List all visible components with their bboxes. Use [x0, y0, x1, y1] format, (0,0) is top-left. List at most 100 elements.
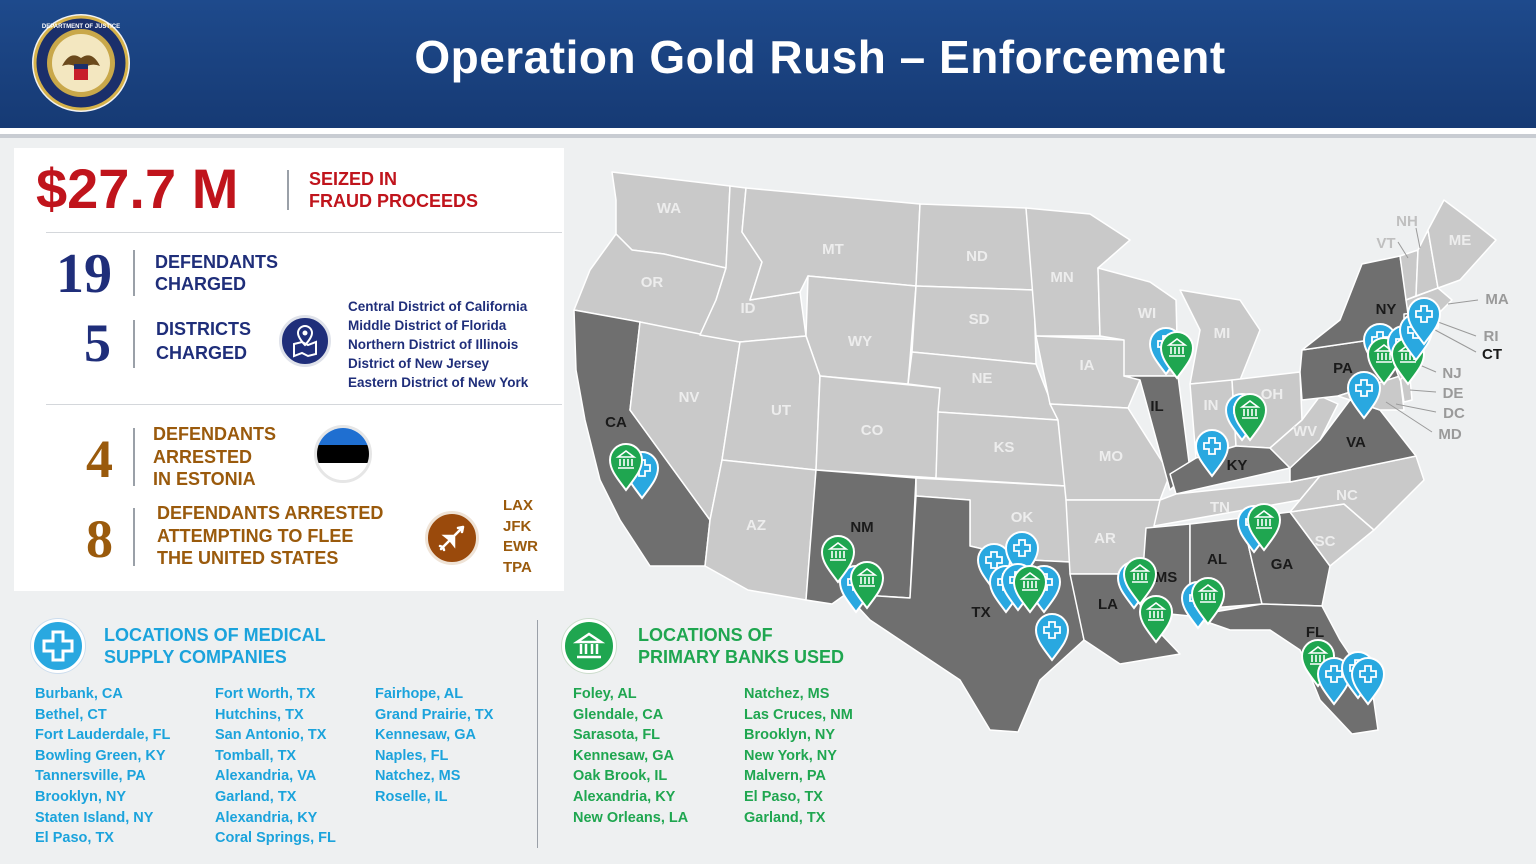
districts-charged-label: DISTRICTS CHARGED [156, 319, 252, 363]
state-label: AZ [746, 517, 766, 534]
state-label: KS [994, 439, 1015, 456]
list-item: El Paso, TX [35, 830, 114, 847]
state-label: NC [1336, 487, 1358, 504]
airplane-icon [425, 511, 479, 565]
state-label: AR [1094, 530, 1116, 547]
airport-code: LAX [503, 497, 533, 514]
state-label: SD [969, 311, 990, 328]
state-label: WI [1138, 305, 1156, 322]
state-label: MS [1155, 569, 1178, 586]
flee-label: DEFENDANTS ARRESTED ATTEMPTING TO FLEE T… [157, 503, 384, 568]
list-item: New Orleans, LA [573, 809, 689, 826]
list-item: Malvern, PA [744, 768, 826, 785]
state-label: NV [679, 389, 700, 406]
state-label: DC [1443, 405, 1465, 422]
state-label: TN [1210, 499, 1230, 516]
state-label: FL [1306, 624, 1324, 641]
list-item: Tannersville, PA [35, 768, 146, 785]
state-label: CO [861, 422, 884, 439]
divider [133, 320, 135, 368]
header-divider [0, 128, 1536, 134]
airport-list: LAX JFK EWR TPA [503, 496, 538, 578]
list-item: Alexandria, VA [215, 768, 317, 785]
state-label: IA [1080, 357, 1095, 374]
list-item: Burbank, CA [35, 686, 123, 702]
list-item: Hutchins, TX [215, 706, 304, 723]
list-item: El Paso, TX [744, 788, 823, 805]
state-label: UT [771, 402, 791, 419]
district-item: Middle District of Florida [348, 318, 507, 333]
list-item: Bethel, CT [35, 706, 107, 723]
doj-seal-logo: DEPARTMENT OF JUSTICE [32, 14, 130, 112]
list-item: Bowling Green, KY [35, 747, 166, 764]
list-item: Natchez, MS [744, 686, 830, 702]
state-wy [805, 275, 917, 385]
list-item: Fort Worth, TX [215, 686, 316, 702]
banks-list-col2: Natchez, MS Las Cruces, NM Brooklyn, NY … [744, 684, 853, 828]
state-label: NY [1376, 301, 1397, 318]
state-wv [1269, 395, 1339, 469]
state-label: OK [1011, 509, 1034, 526]
state-label: SC [1315, 533, 1336, 550]
banks-list-col1: Foley, AL Glendale, CA Sarasota, FL Kenn… [573, 684, 688, 828]
state-label: ID [741, 300, 756, 317]
seized-amount: $27.7 M [36, 157, 239, 220]
header-divider-shadow [0, 134, 1536, 138]
divider [133, 508, 135, 566]
banks-heading: LOCATIONS OF PRIMARY BANKS USED [638, 625, 845, 667]
state-ia [1035, 335, 1141, 409]
state-label: RI [1484, 328, 1499, 345]
list-item: Kennesaw, GA [573, 747, 674, 764]
medical-list-col1: Burbank, CA Bethel, CT Fort Lauderdale, … [35, 684, 170, 849]
district-item: Eastern District of New York [348, 375, 529, 390]
state-label: NH [1396, 213, 1418, 230]
state-label: IN [1204, 397, 1219, 414]
state-label: IL [1150, 398, 1163, 415]
defendants-charged-label: DEFENDANTS CHARGED [155, 252, 279, 294]
state-label: GA [1271, 556, 1294, 573]
list-item: Sarasota, FL [573, 727, 661, 744]
list-item: Fort Lauderdale, FL [35, 727, 171, 744]
list-item: Foley, AL [573, 686, 637, 702]
list-item: Kennesaw, GA [375, 727, 476, 744]
stats-panel [14, 148, 564, 591]
state-label: NM [850, 519, 873, 536]
state-label: ND [966, 248, 988, 265]
estonia-flag-icon [314, 425, 372, 483]
list-item: Natchez, MS [375, 768, 461, 785]
state-label: NE [972, 370, 993, 387]
estonia-count: 4 [86, 429, 113, 489]
divider [133, 250, 135, 296]
airport-code: TPA [503, 558, 532, 576]
medical-heading: LOCATIONS OF MEDICAL SUPPLY COMPANIES [104, 625, 326, 667]
list-item: Alexandria, KY [573, 788, 676, 805]
list-item: Staten Island, NY [35, 809, 154, 826]
list-item: Tomball, TX [215, 747, 297, 764]
list-item: New York, NY [744, 747, 837, 764]
row-divider [46, 404, 562, 405]
district-item: District of New Jersey [348, 356, 490, 371]
district-item: Central District of California [348, 299, 528, 314]
divider [287, 170, 289, 210]
state-label: ME [1449, 232, 1472, 249]
list-item: Brooklyn, NY [35, 788, 127, 805]
page-title: Operation Gold Rush – Enforcement [414, 31, 1226, 83]
list-item: Oak Brook, IL [573, 768, 668, 785]
state-label: PA [1333, 360, 1353, 377]
list-item: Grand Prairie, TX [375, 706, 494, 723]
map-location-icon [279, 315, 331, 367]
state-label: NJ [1442, 365, 1461, 382]
defendants-charged-count: 19 [56, 243, 112, 305]
list-item: Roselle, IL [375, 788, 448, 805]
flee-count: 8 [86, 509, 113, 569]
list-item: Alexandria, KY [215, 809, 318, 826]
airport-code: EWR [503, 538, 538, 555]
list-item: Brooklyn, NY [744, 727, 836, 744]
seized-label: SEIZED IN FRAUD PROCEEDS [309, 169, 479, 211]
districts-list: Central District of California Middle Di… [348, 297, 528, 392]
medical-list-col2: Fort Worth, TX Hutchins, TX San Antonio,… [215, 684, 336, 849]
airport-code: JFK [503, 517, 532, 535]
state-label: TX [971, 604, 990, 621]
state-nd [915, 203, 1035, 291]
state-label: CT [1482, 346, 1502, 363]
